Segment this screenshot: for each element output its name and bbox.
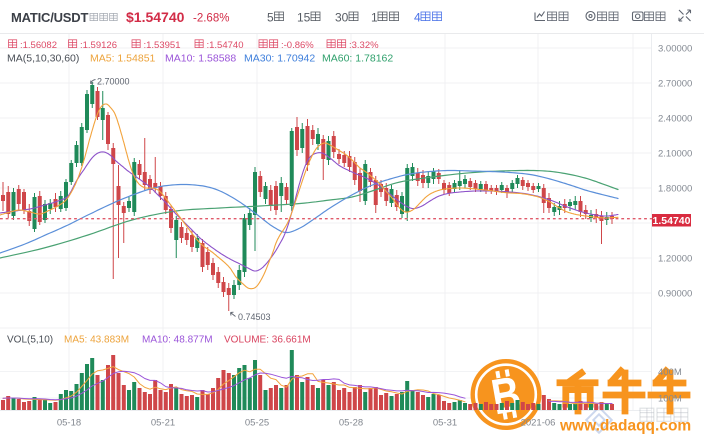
svg-text:05-25: 05-25	[245, 418, 269, 429]
svg-text:MA10: 1.58588: MA10: 1.58588	[165, 53, 236, 65]
svg-text::-0.86%: :-0.86%	[281, 40, 314, 51]
svg-text:1.54740: 1.54740	[653, 215, 691, 227]
svg-text:5: 5	[267, 11, 274, 25]
svg-text:MA10: 48.877M: MA10: 48.877M	[142, 335, 213, 346]
svg-text::1.54740: :1.54740	[207, 40, 244, 51]
svg-text:VOLUME: 36.661M: VOLUME: 36.661M	[224, 335, 311, 346]
svg-text::1.59126: :1.59126	[80, 40, 117, 51]
svg-text:15: 15	[297, 11, 311, 25]
svg-text:400M: 400M	[658, 367, 682, 378]
svg-text:2.40000: 2.40000	[658, 114, 692, 125]
svg-text:MA5: 43.883M: MA5: 43.883M	[64, 335, 129, 346]
svg-text:MA30: 1.70942: MA30: 1.70942	[244, 53, 315, 65]
svg-text:MA(5,10,30,60): MA(5,10,30,60)	[7, 53, 79, 65]
svg-text:100M: 100M	[658, 394, 682, 405]
svg-text:VOL(5,10): VOL(5,10)	[7, 335, 53, 346]
svg-text:1: 1	[371, 11, 378, 25]
svg-text:05-28: 05-28	[339, 418, 363, 429]
svg-text:MA5: 1.54851: MA5: 1.54851	[90, 53, 156, 65]
svg-text::3.32%: :3.32%	[349, 40, 379, 51]
svg-text:05-21: 05-21	[151, 418, 175, 429]
svg-text:$1.54740: $1.54740	[126, 9, 185, 25]
svg-text:3.00000: 3.00000	[658, 44, 692, 55]
svg-text:www.dadaqq.com: www.dadaqq.com	[559, 418, 691, 434]
svg-text:2021-06: 2021-06	[521, 418, 556, 429]
svg-text:2.10000: 2.10000	[658, 149, 692, 160]
svg-text:2.70000: 2.70000	[97, 77, 130, 87]
svg-text:05-31: 05-31	[433, 418, 457, 429]
svg-text:1.20000: 1.20000	[658, 254, 692, 265]
svg-text:0.74503: 0.74503	[238, 312, 271, 322]
svg-text:2.70000: 2.70000	[658, 79, 692, 90]
svg-text:1.80000: 1.80000	[658, 184, 692, 195]
svg-text:MATIC/USDT: MATIC/USDT	[11, 10, 88, 25]
svg-text:0.90000: 0.90000	[658, 289, 692, 300]
svg-text:MA60: 1.78162: MA60: 1.78162	[322, 53, 393, 65]
svg-text:-2.68%: -2.68%	[193, 13, 229, 25]
svg-text:05-18: 05-18	[57, 418, 81, 429]
svg-text:4: 4	[414, 11, 421, 25]
svg-text:30: 30	[335, 11, 349, 25]
svg-text::1.56082: :1.56082	[20, 40, 57, 51]
svg-text::1.53951: :1.53951	[144, 40, 181, 51]
